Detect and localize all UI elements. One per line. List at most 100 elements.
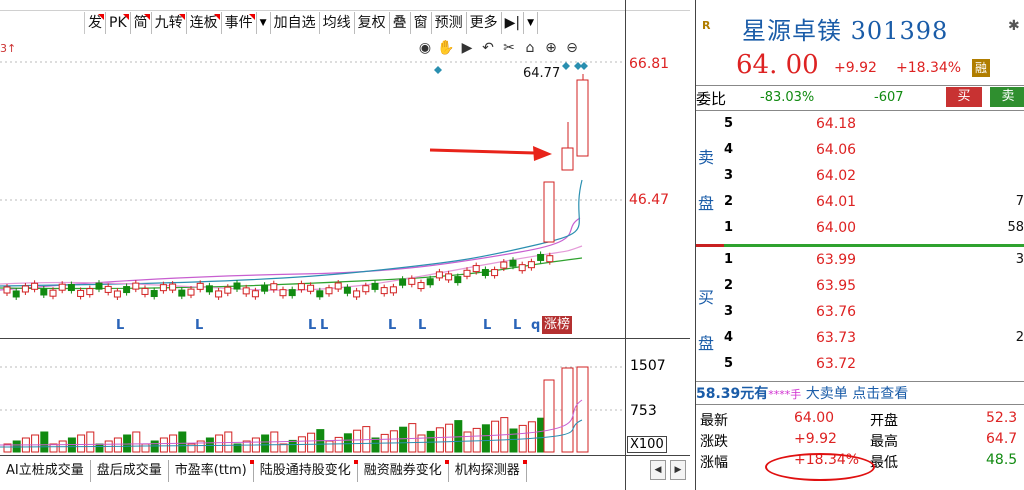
bid-row[interactable]: 1 63.99 3 bbox=[724, 250, 1024, 274]
bid-row[interactable]: 3 63.76 bbox=[724, 302, 1024, 326]
dropdown-arrow-icon[interactable]: ▼ bbox=[257, 12, 271, 34]
favorite-star-icon[interactable]: ✱ bbox=[1008, 18, 1020, 34]
indicator-tab-label: 市盈率(ttm) bbox=[174, 463, 247, 478]
toolbar-button[interactable]: 复权 bbox=[355, 12, 390, 34]
buy-button[interactable]: 买 bbox=[946, 87, 982, 107]
ask-row[interactable]: 1 64.00 58 bbox=[724, 218, 1024, 242]
order-volume: 58 bbox=[1007, 220, 1024, 235]
volume-bar bbox=[86, 431, 95, 453]
volume-bar bbox=[543, 379, 555, 453]
indicator-tab[interactable]: 陆股通持股变化 bbox=[254, 460, 358, 482]
bid-row[interactable]: 4 63.73 2 bbox=[724, 328, 1024, 352]
bid-ask-divider bbox=[696, 244, 1024, 247]
scissors-icon[interactable]: ✂ bbox=[503, 40, 515, 56]
ask-row[interactable]: 4 64.06 bbox=[724, 140, 1024, 164]
indicator-tab-label: 盘后成交量 bbox=[96, 463, 162, 478]
toolbar-button[interactable]: 预测 bbox=[432, 12, 467, 34]
quote-panel: R 星源卓镁 301398 ✱ 64. 00 +9.92 +18.34% 融 委… bbox=[695, 0, 1024, 490]
order-price: 63.99 bbox=[816, 252, 857, 268]
limit-up-badge[interactable]: 涨榜 bbox=[542, 316, 573, 334]
candle bbox=[500, 261, 508, 269]
indicator-tabs: AI立桩成交量 盘后成交量 市盈率(ttm) 陆股通持股变化 融资融券变化 机构探测器 bbox=[0, 458, 527, 484]
volume-bar bbox=[343, 433, 352, 453]
ask-side-label: 卖 bbox=[698, 148, 715, 167]
bid-row[interactable]: 2 63.95 bbox=[724, 276, 1024, 300]
toolbar-button[interactable]: 发 bbox=[85, 12, 106, 34]
toolbar-button[interactable]: 窗 bbox=[411, 12, 432, 34]
signal-diamond-icon bbox=[434, 66, 442, 74]
candle bbox=[86, 288, 94, 296]
volume-bar bbox=[187, 443, 196, 453]
candle bbox=[561, 147, 574, 171]
volume-bar bbox=[159, 437, 168, 453]
sell-button[interactable]: 卖 bbox=[990, 87, 1024, 107]
stat-label: 最高 bbox=[870, 434, 898, 450]
bid-row[interactable]: 5 63.72 bbox=[724, 354, 1024, 378]
l-marker: L bbox=[195, 318, 204, 333]
lock-icon[interactable]: ⌂ bbox=[525, 40, 535, 56]
candle bbox=[543, 181, 555, 243]
candle bbox=[196, 282, 204, 290]
indicator-tab[interactable]: 市盈率(ttm) bbox=[169, 460, 254, 482]
toolbar-button[interactable]: 加自选 bbox=[271, 12, 320, 34]
eye-icon[interactable]: ◉ bbox=[418, 40, 432, 56]
hand-icon[interactable]: ✋ bbox=[437, 40, 455, 56]
volume-bar bbox=[215, 434, 224, 453]
chart-right-border bbox=[625, 0, 626, 490]
l-marker: L bbox=[418, 318, 427, 333]
toolbar-button[interactable]: 叠 bbox=[390, 12, 411, 34]
zoom-in-icon[interactable]: ⊕ bbox=[545, 40, 557, 56]
candle bbox=[12, 290, 20, 298]
candle bbox=[31, 282, 39, 290]
candlestick-chart[interactable] bbox=[0, 40, 626, 460]
chart-volume-separator bbox=[0, 338, 690, 339]
toolbar-button[interactable]: 均线 bbox=[320, 12, 355, 34]
candle bbox=[77, 289, 85, 297]
undo-icon[interactable]: ↶ bbox=[482, 40, 494, 56]
candle bbox=[343, 286, 351, 294]
toolbar-button[interactable]: 连板 bbox=[187, 12, 222, 34]
tab-scroll-left-icon[interactable]: ◀ bbox=[650, 460, 666, 480]
order-price: 64.06 bbox=[816, 142, 857, 158]
ask-row[interactable]: 5 64.18 bbox=[724, 114, 1024, 138]
ma-line bbox=[0, 257, 583, 290]
zoom-out-icon[interactable]: ⊖ bbox=[566, 40, 578, 56]
signal-diamond-icon bbox=[580, 62, 588, 70]
candle bbox=[454, 276, 462, 284]
dropdown-arrow-icon[interactable]: ▼ bbox=[524, 12, 539, 34]
toolbar-button[interactable]: 更多 bbox=[467, 12, 502, 34]
candle bbox=[178, 289, 186, 297]
volume-unit[interactable]: X100 bbox=[627, 436, 667, 453]
play-icon[interactable]: ▶ bbox=[461, 40, 473, 56]
volume-bar bbox=[389, 430, 398, 453]
volume-bar bbox=[279, 443, 288, 453]
indicator-tab[interactable]: 盘后成交量 bbox=[91, 460, 169, 482]
highlight-circle bbox=[765, 453, 875, 481]
volume-axis-mid: 753 bbox=[630, 403, 657, 419]
volume-bar bbox=[445, 423, 454, 453]
candle bbox=[509, 259, 517, 267]
stat-label: 最低 bbox=[870, 455, 898, 471]
big-order-line[interactable]: 58.39元有****手 大卖单 点击查看 bbox=[696, 383, 1024, 403]
toolbar-button[interactable]: 九转 bbox=[152, 12, 187, 34]
volume-axis-top: 1507 bbox=[630, 358, 666, 374]
peak-price-label: 64.77 bbox=[523, 66, 561, 81]
toolbar-button[interactable]: ▶| bbox=[502, 12, 525, 34]
indicator-tab[interactable]: 机构探测器 bbox=[449, 460, 527, 482]
volume-bar bbox=[527, 421, 536, 453]
tab-scroll-right-icon[interactable]: ▶ bbox=[670, 460, 686, 480]
order-level: 4 bbox=[724, 142, 734, 157]
toolbar-button[interactable]: PK bbox=[106, 12, 131, 34]
ask-row[interactable]: 2 64.01 7 bbox=[724, 192, 1024, 216]
indicator-tab[interactable]: AI立桩成交量 bbox=[0, 460, 91, 482]
ask-row[interactable]: 3 64.02 bbox=[724, 166, 1024, 190]
indicator-tab[interactable]: 融资融券变化 bbox=[358, 460, 449, 482]
toolbar-button[interactable]: 事件 bbox=[222, 12, 257, 34]
order-level: 2 bbox=[724, 194, 734, 209]
toolbar-button[interactable]: 简 bbox=[131, 12, 152, 34]
candle bbox=[408, 277, 416, 285]
stat-value: 48.5 bbox=[986, 452, 1018, 468]
candle bbox=[224, 286, 232, 294]
candle bbox=[132, 282, 140, 290]
big-order-link[interactable]: 点击查看 bbox=[852, 386, 909, 402]
